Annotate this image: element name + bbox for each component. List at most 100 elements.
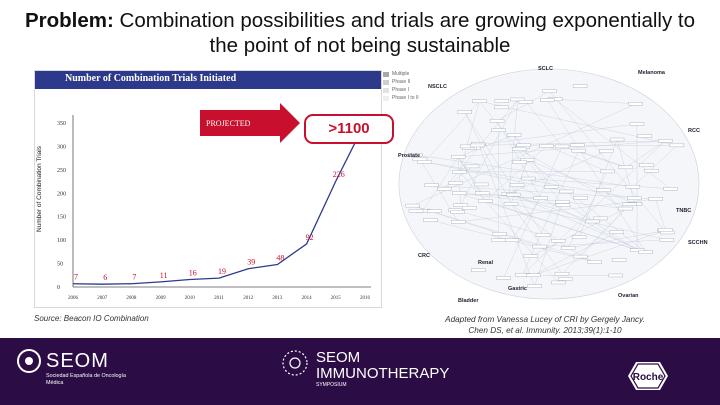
network-node — [560, 246, 576, 250]
network-edge — [528, 178, 671, 189]
network-node — [451, 155, 466, 159]
network-node — [599, 149, 614, 153]
network-node — [494, 99, 510, 103]
network-cluster-label: Ovarian — [618, 293, 639, 299]
legend-label: Phase I — [392, 87, 409, 93]
network-node — [540, 98, 555, 102]
network-node — [639, 163, 654, 167]
network-node — [472, 99, 487, 103]
network-edge — [547, 99, 646, 253]
network-node — [533, 196, 548, 200]
network-node — [510, 97, 525, 102]
network-edge — [530, 208, 626, 257]
roche-logo-icon: Roche — [628, 362, 668, 390]
title-bold: Problem: — [24, 9, 114, 32]
network-edge — [527, 159, 635, 205]
x-tick-label: 2010 — [185, 296, 196, 301]
network-node — [494, 105, 509, 110]
y-tick-label: 150 — [57, 215, 66, 221]
network-edge — [513, 194, 646, 253]
data-label: 6 — [103, 273, 107, 282]
network-edge — [503, 146, 563, 279]
network-node — [452, 170, 467, 174]
network-node — [521, 176, 536, 181]
network-edge — [511, 198, 541, 241]
network-node — [520, 158, 535, 162]
network-node — [452, 191, 467, 195]
data-label: 19 — [218, 267, 226, 276]
network-node — [625, 185, 641, 189]
network-node — [551, 280, 566, 285]
network-node — [593, 216, 608, 221]
series-line — [72, 122, 366, 285]
legend-label: Phase II — [392, 79, 411, 85]
network-edge — [459, 101, 480, 173]
network-node — [570, 143, 585, 147]
network-node — [451, 220, 466, 224]
network-node — [573, 254, 588, 259]
network-node — [551, 239, 566, 243]
projected-arrow-icon — [200, 103, 300, 143]
x-tick-label: 2015 — [331, 296, 342, 301]
network-node — [423, 218, 438, 222]
network-node — [544, 185, 559, 189]
network-node — [450, 210, 465, 214]
network-node — [408, 209, 424, 213]
network-edge — [519, 149, 626, 209]
network-node — [504, 238, 519, 242]
network-node — [618, 165, 633, 170]
network-edge — [464, 112, 512, 204]
network-edge — [546, 145, 608, 172]
network-edge — [508, 99, 518, 194]
data-label: 7 — [74, 273, 78, 282]
combination-network-diagram: SCLC NSCLC Melanoma RCC TNBC SCCHN Bladder Gast… — [398, 66, 708, 304]
network-node — [405, 203, 420, 208]
network-node — [523, 254, 539, 258]
network-node — [535, 233, 551, 237]
network-edge — [625, 140, 666, 168]
network-edge — [478, 143, 535, 287]
network-cluster-label: Gastric — [508, 286, 527, 292]
network-node — [542, 89, 557, 93]
footer-bar — [0, 338, 720, 405]
network-node — [555, 203, 571, 207]
network-node — [587, 260, 602, 264]
network-edge — [525, 101, 563, 147]
network-edge — [458, 156, 461, 206]
data-label: 39 — [247, 258, 255, 267]
network-edge — [459, 171, 608, 173]
network-edge — [458, 156, 483, 194]
network-edge — [431, 185, 656, 200]
network-node — [555, 200, 570, 204]
immunotherapy-logo-icon — [282, 350, 308, 376]
callout-projection: >1100 — [304, 114, 394, 144]
legend-swatch — [383, 71, 389, 77]
network-node — [658, 228, 673, 232]
title-rest: Combination possibilities and trials are… — [113, 9, 695, 57]
y-tick-label: 350 — [57, 121, 66, 127]
network-node — [496, 276, 511, 280]
network-edge — [539, 239, 667, 247]
x-tick-label: 2006 — [68, 296, 79, 301]
chart-title: Number of Combination Trials Initiated — [65, 73, 237, 84]
data-label: 16 — [189, 269, 197, 278]
network-node — [427, 209, 442, 213]
network-node — [503, 202, 519, 206]
slide-title: Problem: Combination possibilities and t… — [20, 8, 700, 58]
roche-logo-text: Roche — [633, 372, 664, 383]
network-edge — [632, 145, 678, 187]
network-edge — [467, 123, 637, 147]
network-node — [461, 206, 477, 210]
legend-label: Multiple — [392, 71, 410, 77]
network-edge — [510, 203, 563, 274]
attribution-line-2: Chen DS, et al. Immunity. 2013;39(1):1-1… — [468, 326, 622, 335]
network-cluster-label: RCC — [688, 128, 700, 134]
network-edge — [424, 161, 567, 192]
legend-swatch — [383, 87, 389, 93]
network-node — [644, 169, 659, 173]
immuno-line-2: IMMUNOTHERAPY — [316, 365, 450, 382]
network-edge — [562, 201, 638, 251]
legend-item: Phase II — [383, 78, 443, 86]
network-node — [611, 258, 627, 262]
